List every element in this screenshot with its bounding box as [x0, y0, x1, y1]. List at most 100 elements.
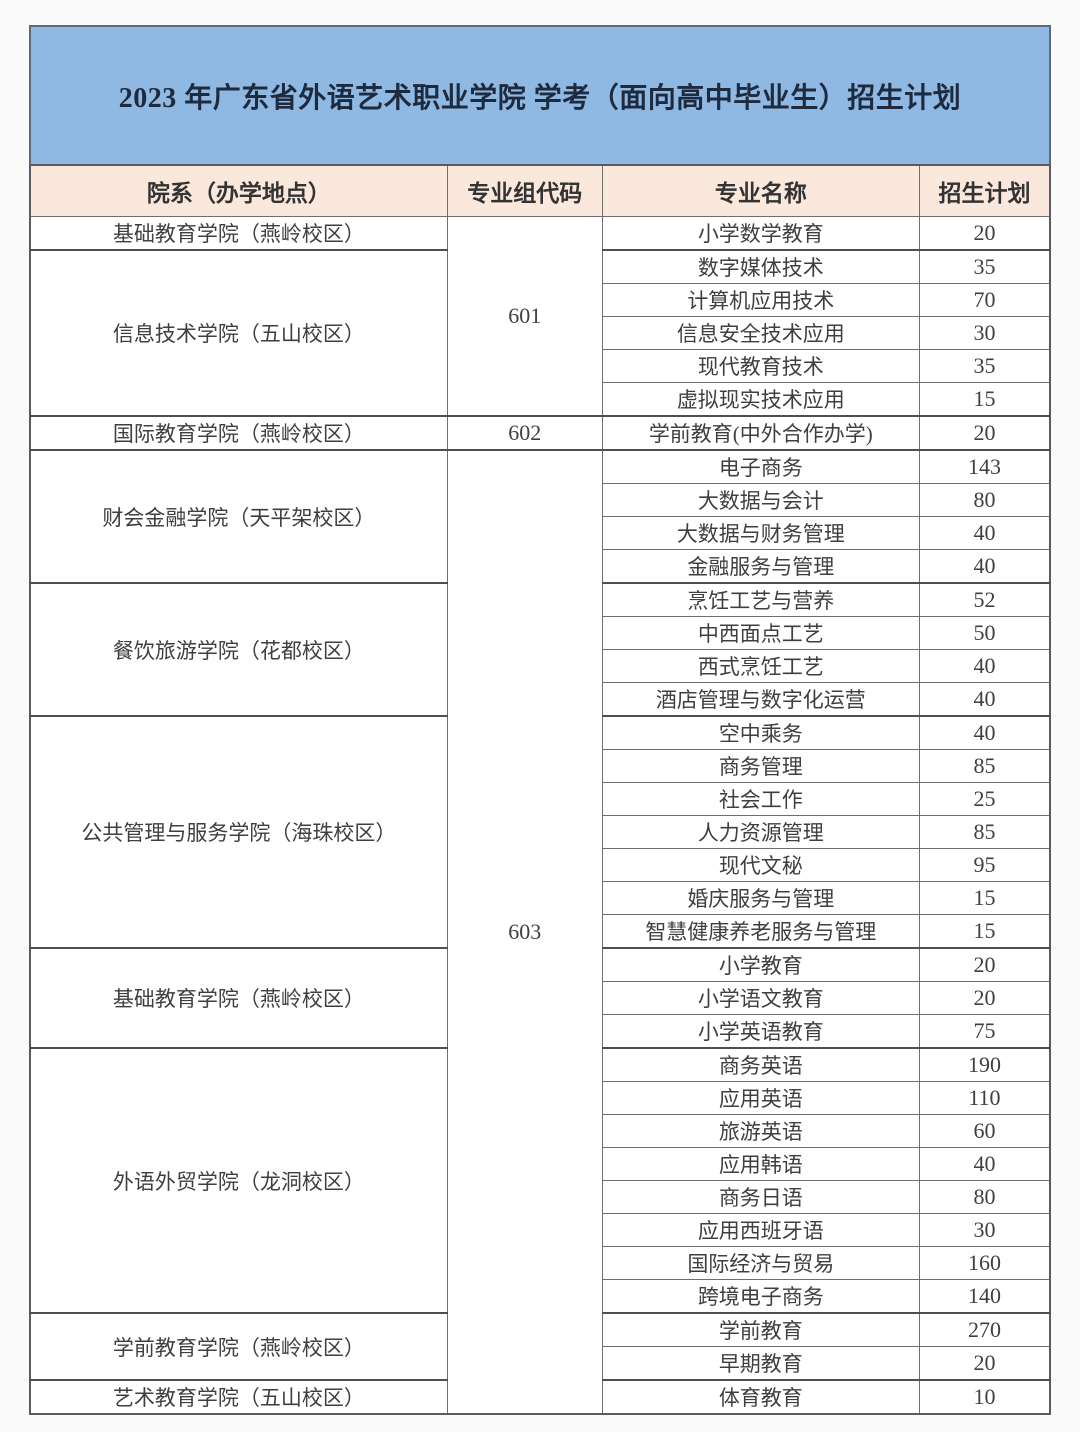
major-cell: 现代文秘 — [601, 848, 920, 882]
plan-cell: 95 — [918, 848, 1051, 882]
plan-cell: 85 — [918, 815, 1051, 849]
plan-cell: 75 — [918, 1014, 1051, 1049]
plan-cell: 35 — [918, 349, 1051, 383]
table-row: 中西面点工艺 50 — [30, 616, 1051, 650]
major-cell: 跨境电子商务 — [601, 1279, 920, 1314]
plan-cell: 30 — [918, 1213, 1051, 1247]
major-cell: 商务管理 — [601, 749, 920, 783]
group-code-cell: 603 — [446, 449, 603, 1415]
major-cell: 数字媒体技术 — [601, 249, 920, 284]
table-row: 小学英语教育 75 — [30, 1014, 1051, 1049]
college-cell: 艺术教育学院（五山校区） — [29, 1379, 448, 1415]
major-cell: 中西面点工艺 — [601, 616, 920, 650]
plan-cell: 70 — [918, 283, 1051, 317]
table-row: 现代文秘 95 — [30, 848, 1051, 882]
table-row: 基础教育学院（燕岭校区） 601 小学数学教育 20 — [29, 216, 1051, 417]
plan-cell: 52 — [918, 582, 1051, 617]
plan-cell: 15 — [918, 914, 1051, 949]
major-cell: 小学数学教育 — [601, 216, 920, 251]
major-cell: 婚庆服务与管理 — [601, 881, 920, 915]
table-row: 虚拟现实技术应用 15 — [30, 382, 1051, 417]
table-row: 学前教育学院（燕岭校区） 学前教育 270 — [29, 1312, 1051, 1381]
plan-cell: 15 — [918, 382, 1051, 417]
header-row: 院系（办学地点） 专业组代码 专业名称 招生计划 — [29, 164, 1051, 217]
col-header-plan: 招生计划 — [918, 164, 1051, 217]
table-row: 商务日语 80 — [30, 1180, 1051, 1214]
table-row: 外语外贸学院（龙洞校区） 商务英语 190 — [29, 1047, 1051, 1314]
major-cell: 应用韩语 — [601, 1147, 920, 1181]
plan-cell: 110 — [918, 1081, 1051, 1115]
major-cell: 智慧健康养老服务与管理 — [601, 914, 920, 949]
major-cell: 电子商务 — [601, 449, 920, 484]
table-row: 婚庆服务与管理 15 — [30, 881, 1051, 915]
college-cell: 学前教育学院（燕岭校区） — [29, 1312, 448, 1381]
college-cell: 基础教育学院（燕岭校区） — [29, 216, 448, 251]
college-cell: 信息技术学院（五山校区） — [29, 249, 448, 417]
plan-cell: 85 — [918, 749, 1051, 783]
major-cell: 学前教育 — [601, 1312, 920, 1347]
plan-cell: 40 — [918, 649, 1051, 683]
plan-cell: 160 — [918, 1246, 1051, 1280]
table-row: 国际教育学院（燕岭校区） 602 学前教育(中外合作办学) 20 — [29, 415, 1051, 451]
major-cell: 体育教育 — [601, 1379, 920, 1415]
table-row: 智慧健康养老服务与管理 15 — [30, 914, 1051, 949]
plan-cell: 10 — [918, 1379, 1051, 1415]
college-cell: 餐饮旅游学院（花都校区） — [29, 582, 448, 717]
table-row: 餐饮旅游学院（花都校区） 烹饪工艺与营养 52 — [29, 582, 1051, 717]
college-cell: 基础教育学院（燕岭校区） — [29, 947, 448, 1049]
table-row: 大数据与财务管理 40 — [30, 516, 1051, 550]
major-cell: 早期教育 — [601, 1346, 920, 1381]
table-row: 商务管理 85 — [30, 749, 1051, 783]
table-row: 社会工作 25 — [30, 782, 1051, 816]
major-cell: 应用西班牙语 — [601, 1213, 920, 1247]
plan-cell: 35 — [918, 249, 1051, 284]
major-cell: 大数据与财务管理 — [601, 516, 920, 550]
plan-cell: 143 — [918, 449, 1051, 484]
table-row: 西式烹饪工艺 40 — [30, 649, 1051, 683]
plan-cell: 270 — [918, 1312, 1051, 1347]
table-row: 信息安全技术应用 30 — [30, 316, 1051, 350]
table-row: 应用韩语 40 — [30, 1147, 1051, 1181]
table-row: 国际经济与贸易 160 — [30, 1246, 1051, 1280]
plan-cell: 40 — [918, 516, 1051, 550]
plan-cell: 40 — [918, 682, 1051, 717]
major-cell: 信息安全技术应用 — [601, 316, 920, 350]
major-cell: 学前教育(中外合作办学) — [601, 415, 920, 451]
group-code-cell: 602 — [446, 415, 603, 451]
table-row: 旅游英语 60 — [30, 1114, 1051, 1148]
major-cell: 旅游英语 — [601, 1114, 920, 1148]
major-cell: 大数据与会计 — [601, 483, 920, 517]
title-banner: 2023 年广东省外语艺术职业学院 学考（面向高中毕业生）招生计划 — [29, 25, 1051, 164]
table-row: 早期教育 20 — [30, 1346, 1051, 1381]
admission-plan-table: 院系（办学地点） 专业组代码 专业名称 招生计划 基础教育学院（燕岭校区） 601… — [29, 164, 1051, 1415]
plan-cell: 20 — [918, 216, 1051, 251]
plan-cell: 20 — [918, 947, 1051, 982]
college-cell: 国际教育学院（燕岭校区） — [29, 415, 448, 451]
plan-cell: 30 — [918, 316, 1051, 350]
major-cell: 小学英语教育 — [601, 1014, 920, 1049]
major-cell: 人力资源管理 — [601, 815, 920, 849]
plan-cell: 25 — [918, 782, 1051, 816]
plan-cell: 80 — [918, 483, 1051, 517]
major-cell: 计算机应用技术 — [601, 283, 920, 317]
plan-cell: 80 — [918, 1180, 1051, 1214]
major-cell: 空中乘务 — [601, 715, 920, 750]
college-cell: 财会金融学院（天平架校区） — [29, 449, 448, 584]
plan-cell: 60 — [918, 1114, 1051, 1148]
plan-cell: 40 — [918, 549, 1051, 584]
table-row: 基础教育学院（燕岭校区） 小学教育 20 — [29, 947, 1051, 1049]
table-row: 公共管理与服务学院（海珠校区） 空中乘务 40 — [29, 715, 1051, 949]
college-cell: 公共管理与服务学院（海珠校区） — [29, 715, 448, 949]
major-cell: 烹饪工艺与营养 — [601, 582, 920, 617]
plan-cell: 50 — [918, 616, 1051, 650]
plan-cell: 20 — [918, 1346, 1051, 1381]
major-cell: 现代教育技术 — [601, 349, 920, 383]
table-row: 应用英语 110 — [30, 1081, 1051, 1115]
plan-cell: 20 — [918, 415, 1051, 451]
plan-cell: 140 — [918, 1279, 1051, 1314]
col-header-group-code: 专业组代码 — [446, 164, 603, 217]
major-cell: 小学语文教育 — [601, 981, 920, 1015]
table-row: 人力资源管理 85 — [30, 815, 1051, 849]
table-row: 财会金融学院（天平架校区） 603 电子商务 143 — [29, 449, 1051, 1415]
